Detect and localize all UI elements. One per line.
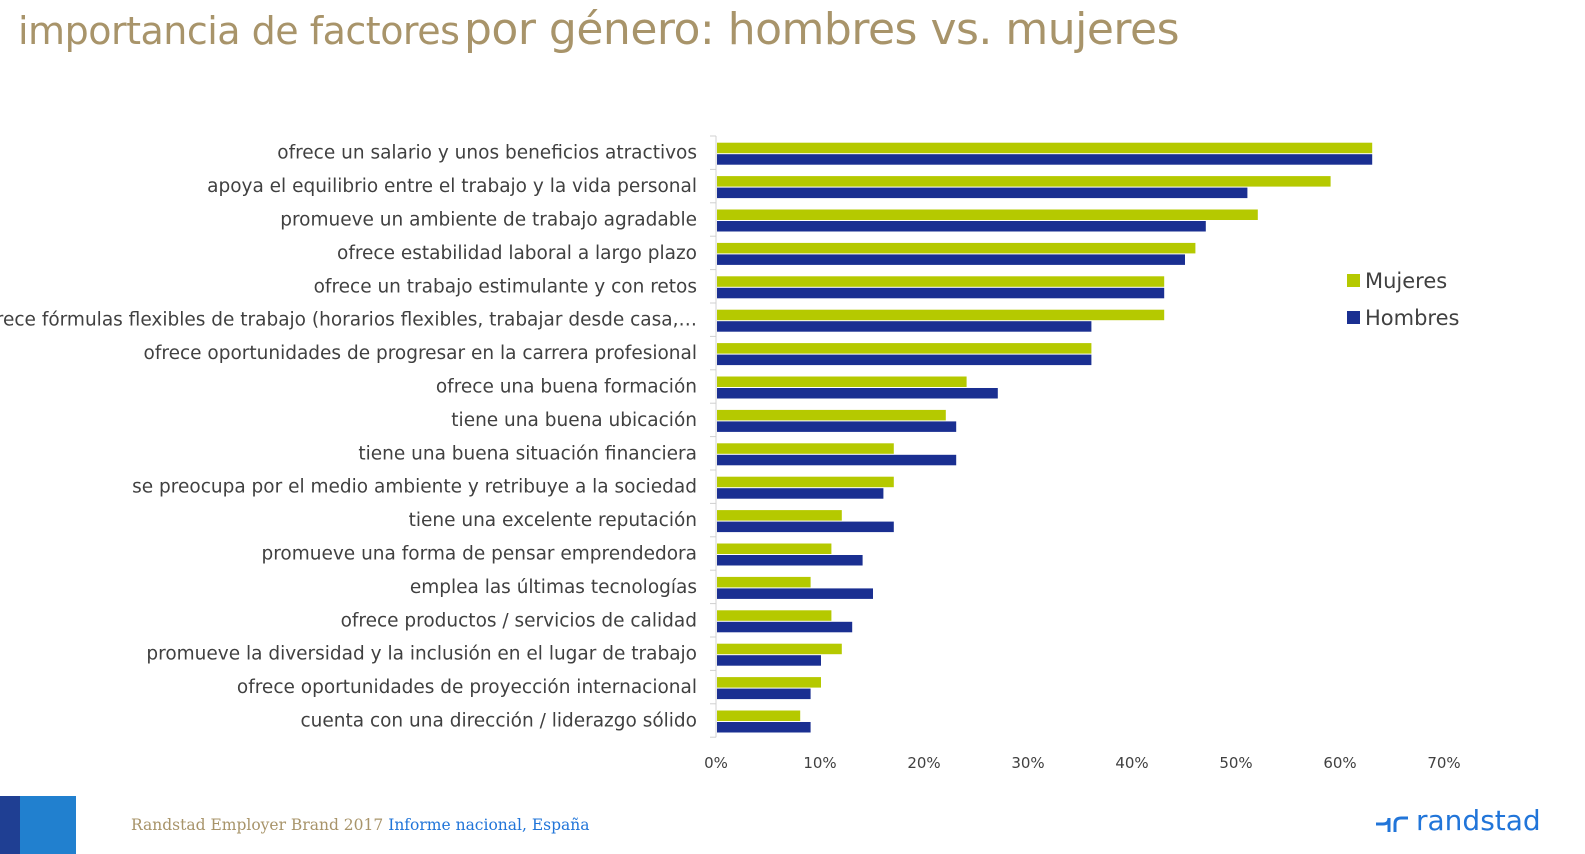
category-label: emplea las últimas tecnologías	[410, 577, 697, 598]
bar-hombres	[717, 454, 957, 466]
category-label: promueve la diversidad y la inclusión en…	[146, 644, 697, 665]
bar-hombres	[717, 421, 957, 432]
x-tick-label: 60%	[1323, 754, 1356, 772]
page-title-part2: por género: hombres vs. mujeres	[464, 4, 1180, 55]
category-label: tiene una excelente reputación	[409, 510, 697, 531]
bar-hombres	[717, 354, 1092, 366]
category-label: promueve un ambiente de trabajo agradabl…	[280, 210, 697, 231]
bar-mujeres	[717, 476, 894, 488]
footer-accent-dark	[0, 796, 20, 854]
category-label: tiene una buena ubicación	[451, 410, 697, 431]
bar-hombres	[717, 154, 1373, 165]
category-label: promueve una forma de pensar emprendedor…	[261, 544, 697, 565]
bar-mujeres	[717, 276, 1165, 287]
category-label: ofrece productos / servicios de calidad	[341, 610, 697, 631]
x-tick-label: 10%	[803, 754, 836, 772]
bar-hombres	[717, 688, 811, 700]
x-tick-label: 30%	[1011, 754, 1044, 772]
footer-source-report: Informe nacional, España	[388, 816, 590, 834]
bar-hombres	[717, 521, 894, 533]
bar-hombres	[717, 321, 1092, 332]
bar-mujeres	[717, 409, 946, 421]
x-tick-label: 50%	[1219, 754, 1252, 772]
category-label: ofrece un salario y unos beneficios atra…	[277, 143, 697, 164]
category-label: ofrece una buena formación	[436, 377, 697, 398]
chart-legend: Mujeres Hombres	[1347, 262, 1459, 336]
randstad-logo: randstad	[1374, 804, 1541, 837]
x-tick-label: 0%	[704, 754, 728, 772]
bar-mujeres	[717, 576, 811, 588]
bar-mujeres	[717, 242, 1196, 254]
bar-mujeres	[717, 710, 801, 721]
category-label: ofrece estabilidad laboral a largo plazo	[337, 243, 697, 264]
bar-mujeres	[717, 309, 1165, 321]
bar-mujeres	[717, 142, 1373, 154]
page-title-part1: importancia de factores	[18, 9, 460, 53]
x-tick-label: 20%	[907, 754, 940, 772]
category-label: apoya el equilibrio entre el trabajo y l…	[207, 176, 697, 197]
bar-hombres	[717, 588, 873, 599]
category-label: ofrece oportunidades de proyección inter…	[237, 677, 697, 698]
bar-hombres	[717, 621, 853, 633]
footer-source-brand: Randstad Employer Brand 2017	[131, 816, 384, 834]
legend-swatch-hombres	[1347, 311, 1360, 324]
bar-hombres	[717, 254, 1185, 265]
x-tick-label: 40%	[1115, 754, 1148, 772]
legend-swatch-mujeres	[1347, 274, 1360, 287]
category-label: ofrece un trabajo estimulante y con reto…	[314, 276, 697, 297]
page-title: importancia de factores por género: homb…	[18, 4, 1180, 55]
legend-item-hombres: Hombres	[1347, 299, 1459, 336]
bar-hombres	[717, 555, 863, 566]
bar-mujeres	[717, 643, 842, 655]
bar-mujeres	[717, 209, 1258, 220]
bar-mujeres	[717, 677, 821, 688]
bar-mujeres	[717, 510, 842, 521]
bar-hombres	[717, 287, 1165, 299]
bar-hombres	[717, 488, 884, 499]
category-label: cuenta con una dirección / liderazgo sól…	[300, 711, 697, 732]
bar-hombres	[717, 722, 811, 733]
bar-mujeres	[717, 343, 1092, 354]
legend-label-mujeres: Mujeres	[1365, 268, 1448, 293]
bar-mujeres	[717, 376, 967, 387]
bar-hombres	[717, 655, 821, 666]
bar-hombres	[717, 187, 1248, 199]
bar-mujeres	[717, 443, 894, 454]
bar-mujeres	[717, 543, 832, 554]
x-tick-label: 70%	[1427, 754, 1460, 772]
legend-item-mujeres: Mujeres	[1347, 262, 1459, 299]
legend-label-hombres: Hombres	[1365, 305, 1460, 330]
footer-accent-light	[20, 796, 76, 854]
category-label: se preocupa por el medio ambiente y retr…	[132, 477, 697, 498]
bar-hombres	[717, 221, 1206, 232]
category-label: tiene una buena situación financiera	[358, 443, 697, 464]
category-label: ofrece oportunidades de progresar en la …	[144, 343, 697, 364]
bar-mujeres	[717, 610, 832, 621]
category-label: ofrece fórmulas flexibles de trabajo (ho…	[0, 310, 697, 331]
randstad-logo-word: randstad	[1416, 804, 1541, 837]
bar-hombres	[717, 388, 998, 399]
footer-source: Randstad Employer Brand 2017 Informe nac…	[131, 816, 589, 834]
bar-mujeres	[717, 176, 1331, 187]
randstad-logo-icon	[1376, 816, 1408, 832]
